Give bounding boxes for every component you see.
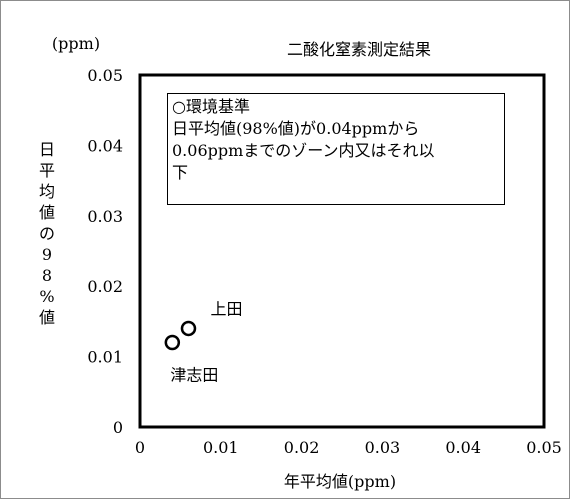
y-tick-label: 0.02 xyxy=(87,277,123,296)
data-point xyxy=(164,334,181,351)
standard-note-title: ○環境基準 xyxy=(172,97,250,116)
y-axis-label-char: の xyxy=(39,224,55,243)
y-axis-label-char: % xyxy=(39,287,54,306)
y-tick-label: 0.03 xyxy=(87,207,123,226)
x-tick-label: 0.05 xyxy=(526,438,562,457)
y-tick-label: 0 xyxy=(113,418,123,437)
plot-area xyxy=(138,73,546,429)
x-tick-label: 0 xyxy=(135,438,145,457)
x-axis-label: 年平均値(ppm) xyxy=(284,472,396,491)
standard-note-line-1: 日平均値(98%値)が0.04ppmから xyxy=(172,119,420,138)
data-point xyxy=(180,320,197,337)
chart-title: 二酸化窒素測定結果 xyxy=(287,40,431,59)
x-tick-label: 0.01 xyxy=(203,438,239,457)
standard-note-line-3: 下 xyxy=(172,163,189,182)
data-point-label: 上田 xyxy=(210,299,242,318)
x-tick-label: 0.02 xyxy=(284,438,320,457)
y-axis-label-char: 均 xyxy=(39,182,55,201)
data-point-label: 津志田 xyxy=(170,366,218,385)
y-axis-label-char: 値 xyxy=(39,308,55,327)
y-tick-label: 0.04 xyxy=(87,136,123,155)
y-axis-label-char: 平 xyxy=(39,161,55,180)
y-tick-label: 0.05 xyxy=(87,66,123,85)
standard-note-line-2: 0.06ppmまでのゾーン内又はそれ以 xyxy=(172,141,435,160)
y-tick-label: 0.01 xyxy=(87,348,123,367)
x-tick-label: 0.03 xyxy=(365,438,401,457)
y-axis-label-char: 値 xyxy=(39,203,55,222)
y-axis-ticks: 0 0.01 0.02 0.03 0.04 0.05 xyxy=(87,66,123,437)
y-axis-unit: (ppm) xyxy=(52,34,100,53)
y-axis-label-char: 8 xyxy=(42,266,52,285)
y-axis-label-char: 9 xyxy=(42,245,52,264)
y-axis-label-char: 日 xyxy=(39,140,55,159)
environmental-standard-note: ○環境基準 日平均値(98%値)が0.04ppmから 0.06ppmまでのゾーン… xyxy=(167,93,505,205)
x-axis-ticks: 0 0.01 0.02 0.03 0.04 0.05 xyxy=(135,438,562,457)
x-tick-label: 0.04 xyxy=(445,438,481,457)
